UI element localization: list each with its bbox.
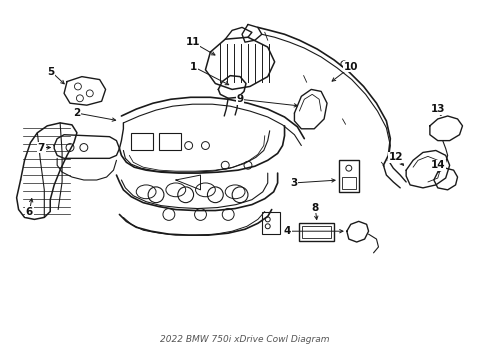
Text: 4: 4 [284, 226, 291, 236]
Text: 2: 2 [74, 108, 80, 118]
Text: 9: 9 [237, 94, 244, 104]
Bar [299, 223, 334, 241]
Bar [339, 160, 359, 192]
Text: 14: 14 [431, 160, 445, 170]
Text: 3: 3 [290, 178, 297, 188]
Text: 13: 13 [431, 104, 445, 114]
Text: 12: 12 [389, 152, 404, 162]
Text: 5: 5 [48, 67, 55, 77]
Text: 11: 11 [185, 37, 200, 47]
Text: 8: 8 [312, 203, 319, 212]
Bar [262, 212, 280, 234]
Text: 10: 10 [343, 62, 358, 72]
Text: 1: 1 [190, 62, 197, 72]
Text: 2022 BMW 750i xDrive Cowl Diagram: 2022 BMW 750i xDrive Cowl Diagram [160, 335, 330, 344]
Text: 7: 7 [38, 143, 45, 153]
Bar [302, 226, 331, 238]
Bar [342, 177, 356, 189]
Bar [159, 133, 181, 150]
Text: 6: 6 [26, 207, 33, 216]
Bar [131, 133, 153, 150]
